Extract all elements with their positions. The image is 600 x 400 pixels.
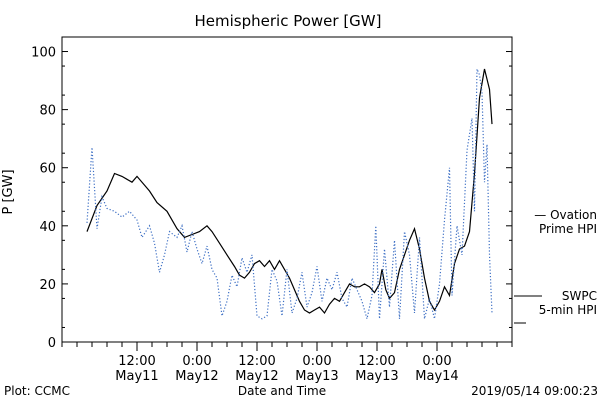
x-tick-label-time: 0:00 [422, 354, 451, 369]
plot-frame [61, 36, 513, 343]
x-tick-label-time: 12:00 [118, 354, 155, 369]
y-axis-label: P [GW] [1, 169, 16, 214]
y-tick-label: 80 [39, 104, 56, 119]
y-tick-label: 20 [39, 278, 56, 293]
x-tick-label-time: 0:00 [182, 354, 211, 369]
x-tick-label-date: May12 [235, 369, 278, 384]
x-tick-label-date: May11 [115, 369, 158, 384]
y-tick-label: 0 [48, 336, 56, 351]
x-tick-label-time: 12:00 [358, 354, 395, 369]
series-line-swpc-5min-hpi [86, 68, 493, 315]
series-line-ovation-prime-hpi [86, 68, 493, 320]
x-tick-label-date: May13 [355, 369, 398, 384]
y-tick-label: 100 [31, 46, 56, 61]
x-axis: 12:00May110:00May1212:00May120:00May1312… [61, 342, 513, 384]
footer-left: Plot: CCMC [4, 384, 70, 398]
chart-title: Hemispheric Power [GW] [195, 12, 382, 30]
footer-right: 2019/05/14 09:00:23 [471, 384, 598, 398]
legend-label-swpc: 5-min HPI [539, 303, 597, 317]
series-layer [86, 68, 493, 320]
x-tick-label-date: May14 [415, 369, 458, 384]
legend-label-swpc: SWPC [562, 289, 597, 303]
x-tick-label-time: 12:00 [238, 354, 275, 369]
x-tick-label-date: May12 [175, 369, 218, 384]
legend-label-ovation: — Ovation [534, 208, 597, 222]
y-tick-label: 40 [39, 220, 56, 235]
y-tick-label: 60 [39, 162, 56, 177]
y-axis: 0 20 40 60 80 100 [31, 46, 512, 351]
x-tick-label-time: 0:00 [302, 354, 331, 369]
x-axis-label: Date and Time [238, 384, 326, 398]
legend-label-ovation: Prime HPI [539, 222, 597, 236]
x-tick-label-date: May13 [295, 369, 338, 384]
